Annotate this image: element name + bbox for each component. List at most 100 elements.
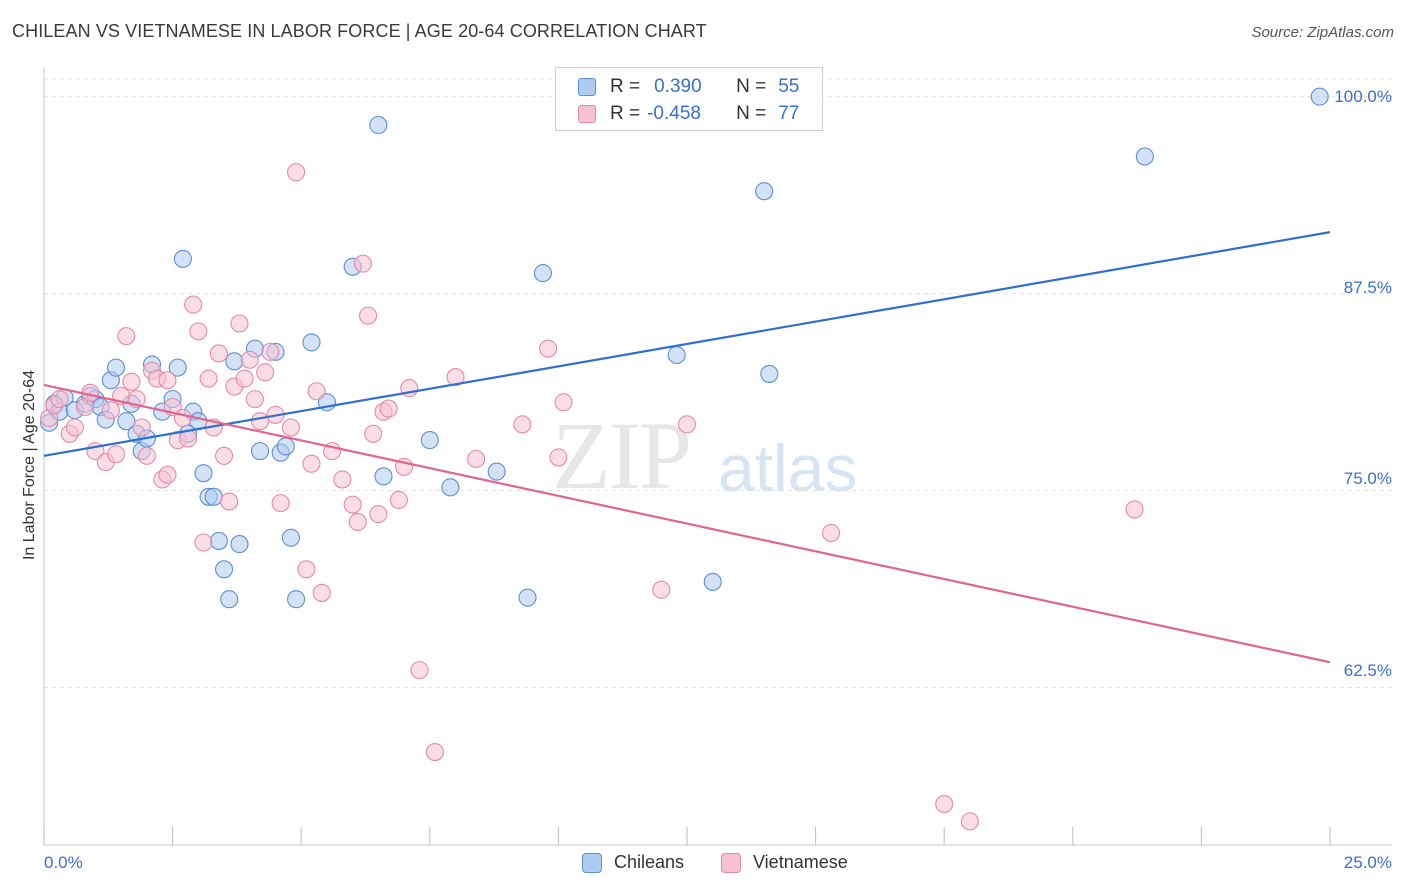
vietnamese-point (65, 418, 84, 437)
vietnamese-point (158, 371, 177, 390)
chilean-point (287, 590, 306, 609)
vietnamese-point (271, 494, 290, 513)
vietnamese-point (549, 448, 568, 467)
r-label: R = (610, 76, 641, 97)
vietnamese-point (312, 583, 331, 602)
series-legend: Chileans Vietnamese (0, 852, 1406, 878)
pink-swatch (578, 105, 596, 123)
chilean-point (420, 431, 439, 450)
blue-swatch (578, 78, 596, 96)
chilean-point (168, 358, 187, 377)
correlation-legend: R = 0.390 N = 55 R = -0.458 N = 77 (555, 67, 823, 131)
vietnamese-point (117, 327, 136, 346)
vietnamese-point (245, 390, 264, 409)
r-value: -0.458 (647, 103, 701, 124)
vietnamese-point (189, 322, 208, 341)
chilean-point (518, 588, 537, 607)
n-label: N = (736, 103, 767, 124)
vietnamese-point (240, 350, 259, 369)
vietnamese-point (364, 424, 383, 443)
chilean-point (487, 462, 506, 481)
vietnamese-point (348, 512, 367, 532)
chileans-swatch (582, 852, 602, 873)
vietnamese-point (287, 163, 306, 182)
vietnamese-point (652, 580, 671, 599)
legend-item-vietnamese: Vietnamese (721, 852, 848, 873)
vietnamese-point (446, 368, 465, 387)
vietnamese-point (122, 372, 141, 391)
vietnamese-point (333, 470, 352, 489)
vietnamese-point (369, 505, 388, 524)
chilean-point (533, 264, 553, 283)
chilean-point (209, 531, 228, 550)
vietnamese-point (281, 418, 300, 437)
x-tick-label-max: 25.0% (1343, 853, 1392, 872)
vietnamese-point (1125, 500, 1144, 519)
vietnamese-point (220, 492, 239, 511)
chilean-point (106, 358, 126, 377)
vietnamese-point (425, 742, 444, 762)
chilean-point (276, 437, 295, 456)
r-label: R = (610, 103, 641, 124)
y-tick-label-87-5: 87.5% (1343, 278, 1392, 297)
n-value: 77 (778, 103, 800, 124)
watermark-zip: ZIP (552, 402, 692, 509)
chilean-point (755, 182, 774, 201)
vietnamese-point (302, 454, 321, 473)
chilean-point (250, 442, 270, 461)
vietnamese-point (261, 342, 280, 361)
vietnamese-point (199, 369, 218, 388)
vietnamese-point (173, 408, 192, 428)
vietnamese-point (307, 382, 326, 401)
legend-label-vietnamese: Vietnamese (753, 852, 848, 872)
chilean-point (230, 535, 249, 554)
vietnamese-point (230, 314, 249, 333)
chart-title: CHILEAN VS VIETNAMESE IN LABOR FORCE | A… (12, 21, 707, 41)
vietnamese-point (297, 560, 316, 579)
vietnamese-point (513, 415, 532, 434)
vietnamese-point (379, 399, 398, 418)
vietnamese-point (410, 661, 429, 680)
chilean-point (204, 487, 223, 506)
vietnamese-point (256, 363, 275, 382)
vietnamese-point (935, 794, 954, 814)
vietnamese-trend-line (43, 383, 1331, 664)
chilean-point (281, 528, 300, 547)
n-label: N = (736, 76, 767, 97)
vietnamese-point (50, 390, 69, 409)
chilean-point (302, 333, 321, 352)
chilean-point (369, 115, 388, 135)
n-value: 55 (778, 76, 800, 97)
vietnamese-point (137, 446, 156, 465)
chilean-point (703, 572, 722, 591)
vietnamese-point (353, 254, 372, 273)
vietnamese-point (467, 449, 486, 469)
chilean-point (760, 364, 779, 383)
y-tick-label-62-5: 62.5% (1343, 661, 1392, 680)
source-note: Source: ZipAtlas.com (1251, 24, 1394, 41)
vietnamese-point (158, 465, 177, 484)
vietnamese-point (184, 295, 203, 314)
vietnamese-point (554, 393, 573, 412)
vietnamese-point (677, 415, 697, 434)
chilean-point (667, 345, 686, 365)
y-tick-label-75: 75.0% (1343, 469, 1392, 488)
vietnamese-point (343, 495, 362, 514)
legend-row-chileans: R = 0.390 N = 55 (578, 74, 799, 100)
legend-item-chileans: Chileans (582, 852, 684, 873)
chilean-trend-line (43, 231, 1331, 457)
chilean-point (220, 590, 239, 609)
legend-label-chileans: Chileans (614, 852, 685, 872)
chilean-point (194, 464, 213, 483)
y-tick-label-100: 100.0% (1334, 87, 1392, 106)
vietnamese-swatch (721, 852, 741, 873)
vietnamese-point (194, 533, 213, 552)
chilean-point (1310, 87, 1329, 106)
r-value: 0.390 (654, 76, 702, 97)
chilean-point (374, 467, 393, 486)
chilean-point (1135, 147, 1154, 166)
chilean-point (214, 560, 234, 579)
vietnamese-point (359, 306, 378, 325)
chilean-point (441, 478, 460, 497)
